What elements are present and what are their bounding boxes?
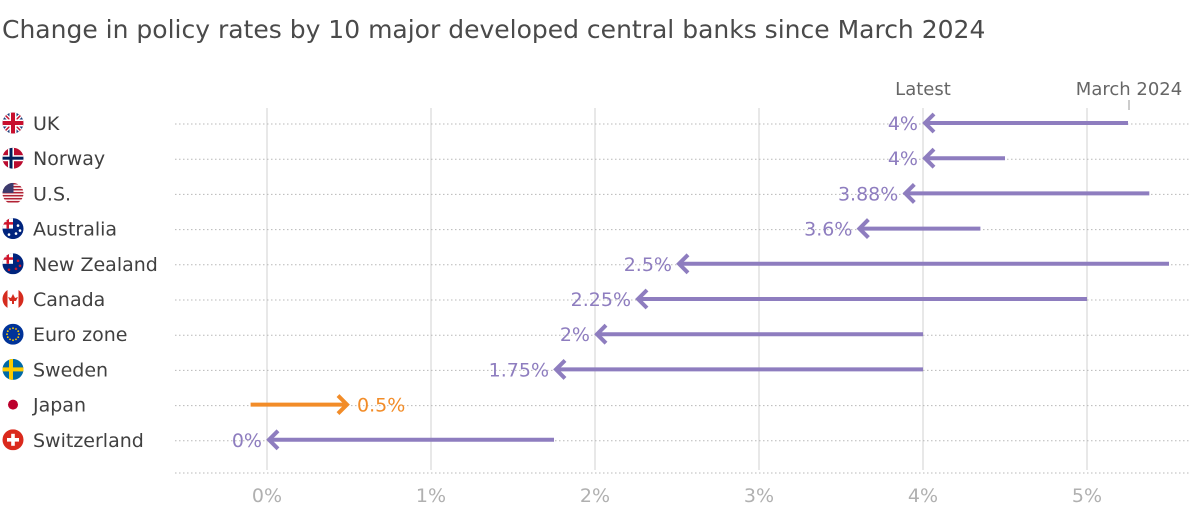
arrow-head bbox=[856, 218, 870, 240]
us-flag-icon bbox=[2, 182, 24, 203]
x-tick-label: 1% bbox=[416, 485, 446, 507]
canada-flag-icon bbox=[2, 288, 24, 310]
value-label: 4% bbox=[888, 148, 918, 170]
country-label: Sweden bbox=[33, 359, 108, 381]
arrow-head bbox=[922, 112, 936, 134]
x-tick-label: 2% bbox=[580, 485, 610, 507]
value-label: 1.75% bbox=[489, 359, 549, 381]
value-label: 2.25% bbox=[571, 289, 631, 311]
row-canada: Canada 2.25% bbox=[2, 288, 1087, 311]
country-label: Switzerland bbox=[33, 430, 144, 452]
euro-zone-flag-icon bbox=[2, 323, 24, 345]
x-tick-label: 5% bbox=[1072, 485, 1102, 507]
country-label: Australia bbox=[33, 219, 117, 241]
value-label: 0% bbox=[232, 430, 262, 452]
row-switzerland: Switzerland 0% bbox=[2, 429, 554, 452]
country-label: Norway bbox=[33, 148, 105, 170]
row-u-s-: U.S. 3.88% bbox=[2, 182, 1150, 205]
value-label: 3.88% bbox=[838, 183, 898, 205]
row-new-zealand: New Zealand 2.5% bbox=[2, 253, 1169, 276]
arrow-head bbox=[594, 323, 608, 345]
row-japan: Japan 0.5% bbox=[2, 394, 405, 417]
x-tick-label: 4% bbox=[908, 485, 938, 507]
arrow-head bbox=[676, 253, 690, 275]
header-latest: Latest bbox=[895, 79, 951, 100]
x-tick-label: 0% bbox=[252, 485, 282, 507]
country-label: Canada bbox=[33, 289, 105, 311]
row-australia: Australia 3.6% bbox=[2, 218, 981, 241]
value-label: 3.6% bbox=[804, 219, 852, 241]
chart-title: Change in policy rates by 10 major devel… bbox=[2, 15, 985, 44]
value-label: 2.5% bbox=[624, 254, 672, 276]
arrow-head bbox=[922, 147, 936, 169]
value-label: 2% bbox=[560, 324, 590, 346]
row-sweden: Sweden 1.75% bbox=[2, 358, 923, 381]
value-label: 4% bbox=[888, 113, 918, 135]
australia-flag-icon bbox=[2, 218, 24, 240]
grid-lines bbox=[175, 108, 1190, 474]
arrow-head bbox=[553, 358, 567, 380]
japan-flag-icon bbox=[2, 394, 24, 416]
header-march-2024: March 2024 bbox=[1076, 79, 1182, 100]
country-label: Euro zone bbox=[33, 324, 127, 346]
norway-flag-icon bbox=[2, 147, 24, 169]
value-label: 0.5% bbox=[357, 395, 405, 417]
country-label: New Zealand bbox=[33, 254, 158, 276]
arrow-head bbox=[266, 429, 280, 451]
country-label: Japan bbox=[32, 395, 86, 417]
x-tick-label: 3% bbox=[744, 485, 774, 507]
row-euro-zone: Euro zone 2% bbox=[2, 323, 923, 346]
arrow-head bbox=[902, 182, 916, 204]
sweden-flag-icon bbox=[2, 358, 24, 380]
arrow-head bbox=[635, 288, 649, 310]
uk-flag-icon bbox=[2, 112, 24, 134]
arrow-head bbox=[336, 394, 350, 416]
data-rows: UK 4% Norway 4% U.S. 3.88% Australia 3.6% New Ze… bbox=[2, 112, 1169, 452]
country-label: UK bbox=[33, 113, 60, 135]
country-label: U.S. bbox=[33, 183, 71, 205]
row-uk: UK 4% bbox=[2, 112, 1128, 135]
switzerland-flag-icon bbox=[2, 429, 24, 451]
row-norway: Norway 4% bbox=[2, 147, 1005, 170]
new-zealand-flag-icon bbox=[2, 253, 24, 275]
x-axis-ticks: 0% 1% 2% 3% 4% 5% bbox=[252, 485, 1102, 507]
